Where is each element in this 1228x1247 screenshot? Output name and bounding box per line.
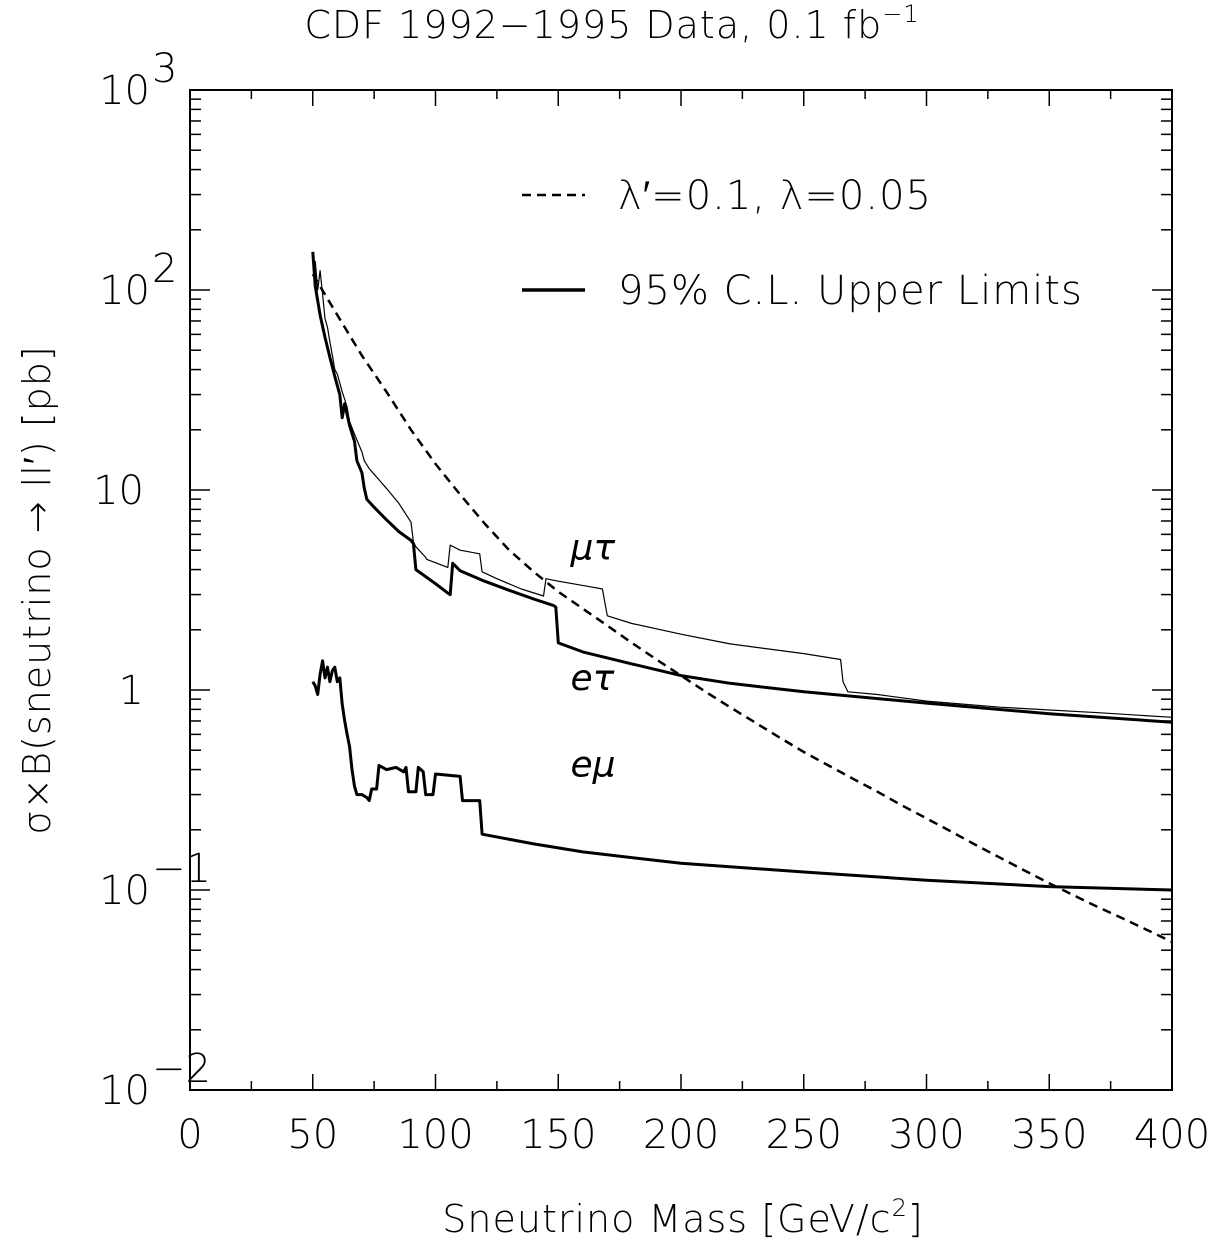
x-tick-label: 100 bbox=[397, 1112, 473, 1158]
y-tick-label: 10 bbox=[99, 68, 150, 114]
x-tick-label: 0 bbox=[177, 1112, 202, 1158]
y-tick-label: 10 bbox=[99, 268, 150, 314]
legend: λ′=0.1, λ=0.05 95% C.L. Upper Limits bbox=[522, 173, 1083, 314]
legend-label: λ′=0.1, λ=0.05 bbox=[618, 173, 932, 219]
curve-label: μτ bbox=[570, 527, 616, 568]
y-tick-label: 10 bbox=[99, 1068, 150, 1114]
y-tick-exponent: −1 bbox=[152, 846, 211, 892]
y-tick-label: 10 bbox=[93, 468, 144, 514]
x-tick-label: 400 bbox=[1134, 1112, 1210, 1158]
y-tick-exponent: 3 bbox=[152, 46, 177, 92]
series-line-1 bbox=[314, 260, 1173, 718]
series-layer bbox=[311, 251, 1173, 944]
series-line-2 bbox=[311, 251, 1173, 724]
x-axis-title-superscript: 2 bbox=[892, 1194, 908, 1222]
x-axis-title: Sneutrino Mass [GeV/c2] bbox=[442, 1194, 923, 1241]
series-line-3 bbox=[311, 659, 1173, 892]
chart-title: CDF 1992−1995 Data, 0.1 fb−1 bbox=[304, 0, 919, 47]
y-tick-label: 10 bbox=[99, 868, 150, 914]
y-tick-exponent: −2 bbox=[152, 1046, 211, 1092]
x-tick-label: 200 bbox=[643, 1112, 719, 1158]
title-superscript: −1 bbox=[882, 0, 919, 28]
x-tick-label: 150 bbox=[520, 1112, 596, 1158]
series-line-0 bbox=[311, 273, 1173, 944]
y-tick-exponent: 2 bbox=[152, 246, 177, 292]
x-tick-label: 50 bbox=[287, 1112, 338, 1158]
ticks-layer bbox=[189, 90, 1173, 1091]
x-tick-label: 350 bbox=[1011, 1112, 1087, 1158]
curve-label: eμ bbox=[571, 744, 616, 785]
x-tick-label: 250 bbox=[766, 1112, 842, 1158]
plot-frame bbox=[189, 89, 1173, 1091]
curve-label: eτ bbox=[571, 658, 615, 699]
x-tick-label: 300 bbox=[888, 1112, 964, 1158]
y-tick-label: 1 bbox=[119, 668, 144, 714]
y-axis-title: σ×B(sneutrino → ll′) [pb] bbox=[15, 345, 59, 834]
legend-label: 95% C.L. Upper Limits bbox=[618, 268, 1083, 314]
